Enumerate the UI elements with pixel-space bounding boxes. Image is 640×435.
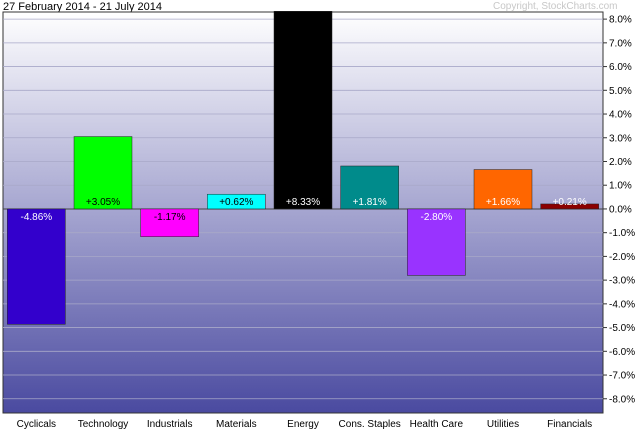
y-tick-label: -7.0% bbox=[609, 371, 635, 382]
x-axis: Cyclicals Technology Industrials Materials E… bbox=[17, 419, 593, 430]
chart-date-range: 27 February 2014 - 21 July 2014 bbox=[3, 1, 162, 13]
bar-materials bbox=[207, 193, 266, 210]
y-tick-label: -2.0% bbox=[609, 252, 635, 263]
y-tick-label: -6.0% bbox=[609, 347, 635, 358]
bar-financials bbox=[540, 203, 599, 210]
y-tick-label: 0.0% bbox=[609, 204, 632, 215]
y-tick-label: 6.0% bbox=[609, 62, 632, 73]
bar-value-label: +3.05% bbox=[86, 197, 120, 208]
bar-value-label: +0.21% bbox=[553, 197, 587, 208]
y-tick-label: 3.0% bbox=[609, 133, 632, 144]
bar-industrials bbox=[140, 208, 199, 237]
x-category-label: Industrials bbox=[147, 419, 193, 430]
x-category-label: Financials bbox=[547, 419, 592, 430]
bar-labels: -4.86% +3.05% -1.17% +0.62% +8.33% +1.81% -2.8… bbox=[20, 197, 586, 223]
y-tick-label: 4.0% bbox=[609, 110, 632, 121]
bar-technology bbox=[73, 136, 133, 210]
bar-value-label: -2.80% bbox=[420, 212, 452, 223]
x-category-label: Technology bbox=[78, 419, 129, 430]
bar-cyclicals bbox=[7, 208, 66, 325]
x-category-label: Utilities bbox=[487, 419, 519, 430]
bar-value-label: +1.81% bbox=[353, 197, 387, 208]
copyright-notice: Copyright, StockCharts.com bbox=[493, 1, 618, 12]
y-tick-label: -8.0% bbox=[609, 394, 635, 405]
y-tick-label: -5.0% bbox=[609, 323, 635, 334]
y-axis: 8.0% 7.0% 6.0% 5.0% 4.0% 3.0% 2.0% 1.0% 0.0% -1.0… bbox=[603, 15, 635, 405]
y-tick-label: -1.0% bbox=[609, 228, 635, 239]
bar-value-label: +0.62% bbox=[219, 197, 253, 208]
y-tick-label: 2.0% bbox=[609, 157, 632, 168]
x-category-label: Energy bbox=[287, 419, 319, 430]
x-category-label: Health Care bbox=[410, 419, 464, 430]
y-tick-label: -4.0% bbox=[609, 299, 635, 310]
y-tick-label: 8.0% bbox=[609, 15, 632, 26]
x-category-label: Materials bbox=[216, 419, 257, 430]
bar-value-label: +8.33% bbox=[286, 197, 320, 208]
y-tick-label: 1.0% bbox=[609, 181, 632, 192]
y-tick-label: 7.0% bbox=[609, 38, 632, 49]
bar-value-label: +1.66% bbox=[486, 197, 520, 208]
bars bbox=[7, 11, 599, 325]
bar-utilities bbox=[473, 169, 533, 210]
y-tick-label: -3.0% bbox=[609, 276, 635, 287]
x-category-label: Cyclicals bbox=[17, 419, 56, 430]
bar-value-label: -1.17% bbox=[154, 212, 186, 223]
bar-health-care bbox=[407, 208, 466, 276]
x-category-label: Cons. Staples bbox=[339, 419, 401, 430]
y-tick-label: 5.0% bbox=[609, 86, 632, 97]
bar-cons-staples bbox=[340, 165, 399, 210]
bar-value-label: -4.86% bbox=[20, 212, 52, 223]
bar-energy bbox=[273, 11, 333, 210]
